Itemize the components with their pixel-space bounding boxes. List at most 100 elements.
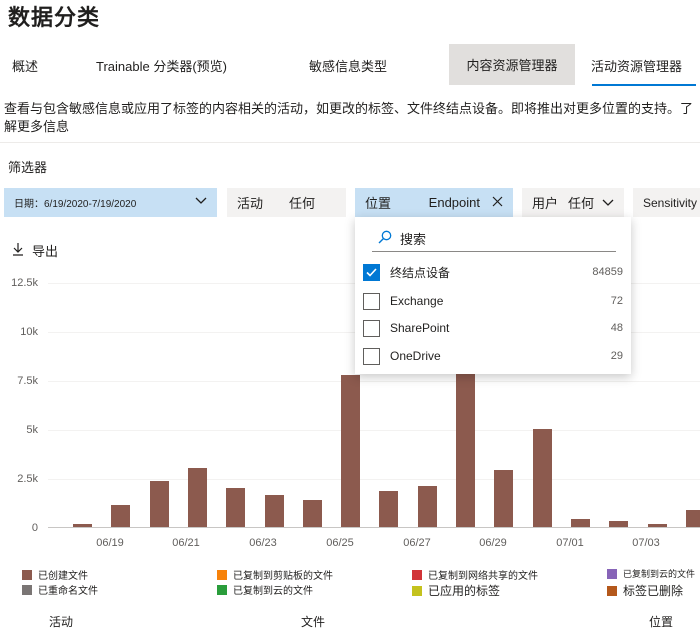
legend-swatch xyxy=(22,584,32,595)
option-label: Exchange xyxy=(390,294,444,308)
option-count: 72 xyxy=(610,295,623,307)
legend-label: 已创建文件 xyxy=(38,571,88,582)
chart-bar[interactable] xyxy=(379,491,399,527)
sensitivity-filter-name: Sensitivity xyxy=(643,195,698,210)
checkbox[interactable] xyxy=(363,319,380,337)
chart-bar[interactable] xyxy=(685,510,700,527)
chart-bar[interactable] xyxy=(226,488,246,527)
y-tick-label: 2.5k xyxy=(17,473,38,485)
location-option-exchange[interactable]: Exchange 72 xyxy=(363,291,623,311)
legend-label: 已重命名文件 xyxy=(38,586,98,597)
user-filter-value: 任何 xyxy=(568,196,595,211)
activity-filter-value: 任何 xyxy=(289,196,316,211)
legend-item[interactable]: 已复制到云的文件 xyxy=(607,567,695,580)
option-label: 终结点设备 xyxy=(390,265,451,280)
chart-bar[interactable] xyxy=(341,375,361,527)
chart-bar[interactable] xyxy=(417,486,437,527)
active-tab-indicator xyxy=(592,84,696,86)
column-header-activity[interactable]: 活动 xyxy=(49,615,74,629)
legend-item[interactable]: 标签已删除 xyxy=(607,582,683,599)
tab-content-explorer[interactable]: 内容资源管理器 xyxy=(449,44,575,85)
close-icon[interactable] xyxy=(492,195,503,210)
option-count: 84859 xyxy=(592,266,623,278)
option-count: 29 xyxy=(610,350,623,362)
legend-label: 已应用的标签 xyxy=(428,584,501,598)
page-description: 查看与包含敏感信息或应用了标签的内容相关的活动，如更改的标签、文件终结点设备。即… xyxy=(4,101,694,134)
tab-sensitive-info-types[interactable]: 敏感信息类型 xyxy=(309,59,388,74)
page-title: 数据分类 xyxy=(8,5,101,30)
chart-bar[interactable] xyxy=(111,505,131,527)
chart-bar[interactable] xyxy=(73,524,92,527)
x-axis xyxy=(48,527,700,528)
chart-bar[interactable] xyxy=(647,524,667,527)
search-input[interactable]: 搜索 xyxy=(372,225,616,252)
legend-item[interactable]: 已重命名文件 xyxy=(22,582,98,597)
chevron-down-icon xyxy=(195,197,207,208)
legend-item[interactable]: 已复制到剪贴板的文件 xyxy=(217,567,333,582)
legend-swatch xyxy=(22,569,32,580)
legend-label: 已复制到网络共享的文件 xyxy=(428,571,538,582)
checkbox[interactable] xyxy=(363,347,380,365)
chevron-down-icon xyxy=(602,195,614,210)
location-filter[interactable]: 位置 Endpoint xyxy=(355,188,513,217)
legend-item[interactable]: 已复制到云的文件 xyxy=(217,582,313,597)
option-label: OneDrive xyxy=(390,349,441,363)
chart-bar[interactable] xyxy=(532,429,552,527)
location-option-endpoint[interactable]: 终结点设备 84859 xyxy=(363,262,623,282)
tab-trainable-classifiers[interactable]: Trainable 分类器(预览) xyxy=(96,59,227,74)
y-tick-label: 7.5k xyxy=(17,375,38,387)
legend-item[interactable]: 已复制到网络共享的文件 xyxy=(412,567,538,582)
chart-bar[interactable] xyxy=(302,500,322,527)
chart-bar[interactable] xyxy=(264,495,284,527)
location-option-onedrive[interactable]: OneDrive 29 xyxy=(363,346,623,366)
column-header-file[interactable]: 文件 xyxy=(301,615,326,629)
chart-bar[interactable] xyxy=(570,519,590,527)
search-icon xyxy=(378,230,392,247)
legend-swatch xyxy=(217,569,227,580)
gridline xyxy=(48,430,700,431)
location-filter-name: 位置 xyxy=(365,196,392,211)
location-dropdown: 搜索 终结点设备 84859 Exchange 72 SharePoint 48… xyxy=(355,217,631,374)
chart-bar[interactable] xyxy=(149,481,169,527)
option-count: 48 xyxy=(610,322,623,334)
legend-label: 已复制到剪贴板的文件 xyxy=(233,571,333,582)
date-filter-label: 日期：6/19/2020-7/19/2020 xyxy=(14,199,137,210)
tab-overview[interactable]: 概述 xyxy=(12,59,39,74)
x-tick-label: 06/21 xyxy=(172,537,200,549)
chart-bar[interactable] xyxy=(187,468,207,527)
y-tick-label: 10k xyxy=(20,326,38,338)
x-tick-label: 06/19 xyxy=(96,537,124,549)
legend-item[interactable]: 已创建文件 xyxy=(22,567,88,582)
location-filter-value: Endpoint xyxy=(428,195,480,210)
option-label: SharePoint xyxy=(390,321,450,335)
legend-label: 已复制到云的文件 xyxy=(233,586,313,597)
x-tick-label: 06/29 xyxy=(479,537,507,549)
legend-swatch xyxy=(412,585,422,596)
date-filter[interactable]: 日期：6/19/2020-7/19/2020 xyxy=(4,188,217,217)
legend-swatch xyxy=(217,584,227,595)
filters-label: 筛选器 xyxy=(8,160,48,175)
location-option-sharepoint[interactable]: SharePoint 48 xyxy=(363,318,623,338)
y-tick-label: 0 xyxy=(31,522,38,534)
legend-label: 标签已删除 xyxy=(623,584,684,598)
checkbox-checked[interactable] xyxy=(363,263,380,281)
chart-bar[interactable] xyxy=(494,470,514,527)
export-button[interactable]: 导出 xyxy=(12,241,58,260)
activity-filter[interactable]: 活动 任何 xyxy=(227,188,346,217)
export-label: 导出 xyxy=(32,244,59,259)
activity-filter-name: 活动 xyxy=(237,196,264,211)
x-tick-label: 06/25 xyxy=(326,537,354,549)
user-filter-name: 用户 xyxy=(532,196,559,211)
sensitivity-filter[interactable]: Sensitivity xyxy=(633,188,700,217)
chart-bar[interactable] xyxy=(609,521,629,527)
column-header-location[interactable]: 位置 xyxy=(649,615,674,629)
tab-activity-explorer[interactable]: 活动资源管理器 xyxy=(591,59,683,74)
legend-swatch xyxy=(412,569,422,580)
legend-swatch xyxy=(607,568,617,579)
legend-item[interactable]: 已应用的标签 xyxy=(412,582,500,599)
x-tick-label: 07/03 xyxy=(632,537,660,549)
chart-bar[interactable] xyxy=(456,370,475,527)
y-tick-label: 5k xyxy=(26,424,38,436)
user-filter[interactable]: 用户 任何 xyxy=(522,188,624,217)
checkbox[interactable] xyxy=(363,292,380,310)
